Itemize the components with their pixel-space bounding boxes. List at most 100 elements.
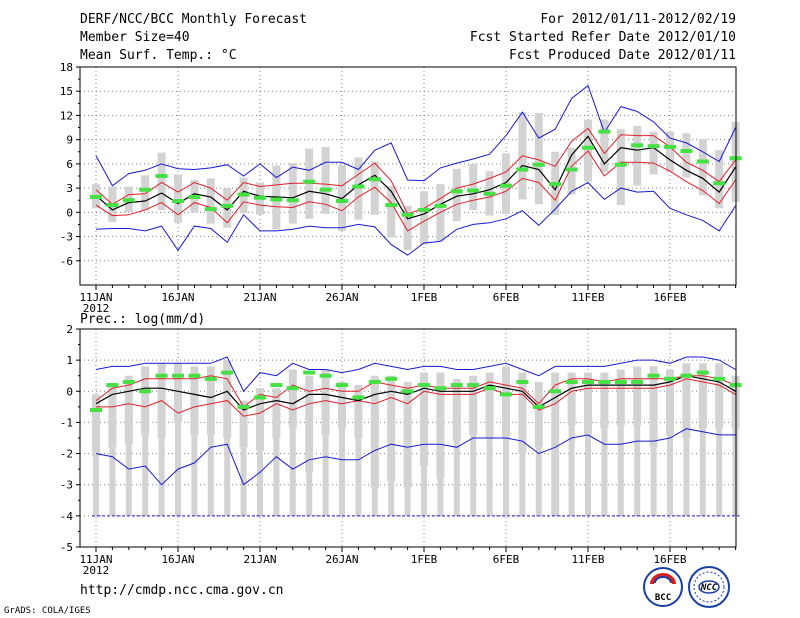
temp-box [370,161,379,215]
temp-mean-marker [254,195,266,200]
prec-box [272,388,281,438]
prec-box [633,366,642,426]
temp-box [649,131,658,175]
temp-mean-marker [450,189,463,194]
temp-box [206,178,215,224]
temp-box [469,163,478,210]
prec-whisker-bar [404,487,411,516]
temp-mean-marker [565,167,578,172]
prec-whisker-bar [289,428,296,516]
prec-whisker-bar [421,466,427,516]
prec-box [551,372,560,516]
prec-box [616,369,625,426]
prec-box [682,363,691,438]
temp-box [288,163,297,224]
temp-box [452,168,461,222]
prec-mean-marker [582,379,594,384]
prec-whisker-bar [699,428,706,516]
temp-mean-marker [286,198,299,203]
prec-mean-marker [155,373,168,378]
prec-mean-marker [221,370,234,375]
temp-year-label: 2012 [83,302,110,315]
temp-mean-marker [90,194,102,199]
prec-mean-marker [532,404,545,409]
prec-xtick-label: 16FEB [653,553,686,566]
prec-upper-line [95,375,736,408]
prec-box [403,381,412,488]
prec-whisker-bar [355,438,362,516]
temp-box [666,131,674,172]
prec-mean-marker [450,383,463,388]
prec-whisker-bar [568,425,575,516]
prec-mean-marker [565,379,578,384]
prec-box [223,360,232,438]
prec-mean-marker [680,373,693,378]
temp-mean-marker [352,184,365,189]
prec-box [256,388,264,451]
temp-median-line [95,135,737,220]
prec-whisker-bar [650,447,657,516]
temp-mean-marker [122,198,135,203]
temp-mean-marker [319,187,332,192]
prec-xtick-label: 1FEB [411,553,438,566]
prec-mean-marker [434,386,447,391]
prec-whisker-bar [125,444,132,516]
temp-mean-marker [696,159,709,164]
temp-mean-marker [221,203,234,208]
prec-box [305,375,314,473]
prec-whisker-bar [667,434,673,516]
temp-ytick-label: 6 [66,158,73,171]
prec-box [321,369,330,435]
temp-mean-marker [401,212,414,217]
prec-mean-marker [319,373,332,378]
prec-whisker-bar [535,447,542,516]
prec-whisker-bar [617,425,624,516]
prec-box [502,366,510,438]
prec-whisker-bar [453,441,460,516]
prec-whisker-bar [306,472,313,516]
temp-max-line [95,84,737,187]
prec-ytick-label: -3 [60,479,73,492]
prec-mean-marker [516,379,529,384]
temp-ytick-label: 9 [66,134,73,147]
prec-mean-marker [106,383,119,388]
forecast-period: For 2012/01/11-2012/02/19 [540,12,736,27]
prec-whisker-bar [716,428,723,516]
prec-xtick-label: 11FEB [571,553,604,566]
prec-whisker-bar [240,447,247,516]
temp-xtick-label: 1FEB [411,291,438,304]
temp-mean-marker [385,203,398,208]
prec-ytick-label: 2 [66,323,73,336]
temp-box [616,129,625,206]
prec-box [174,363,182,423]
prec-xtick-label: 16JAN [161,553,194,566]
temp-mean-marker [467,188,480,193]
temp-box [157,152,166,210]
prec-box [666,369,674,435]
prec-mean-marker [139,389,152,394]
temp-xtick-label: 16FEB [653,291,686,304]
prec-whisker-bar [519,453,526,516]
prec-ytick-label: 0 [66,385,73,398]
prec-ytick-label: 1 [66,354,73,367]
prec-whisker-bar [109,447,116,516]
prec-box [518,372,527,454]
temp-xtick-label: 11FEB [571,291,604,304]
prec-whisker-bar [470,434,477,516]
prec-mean-marker [237,404,250,409]
temp-box [502,153,510,214]
ncc-logo: NCC [688,566,730,608]
prec-mean-marker [303,370,316,375]
figure-title: DERF/NCC/BCC Monthly Forecast [80,12,307,27]
prec-ytick-label: -1 [60,416,73,429]
prec-median-line [95,375,736,411]
prec-whisker-bar [601,428,608,516]
temp-mean-marker [237,192,250,197]
prec-mean-marker [368,379,381,384]
temp-mean-marker [188,194,201,199]
prec-xtick-label: 26JAN [325,553,358,566]
prec-mean-marker [336,383,348,388]
grads-credit: GrADS: COLA/IGES [4,606,91,616]
temp-mean-marker [434,203,447,208]
